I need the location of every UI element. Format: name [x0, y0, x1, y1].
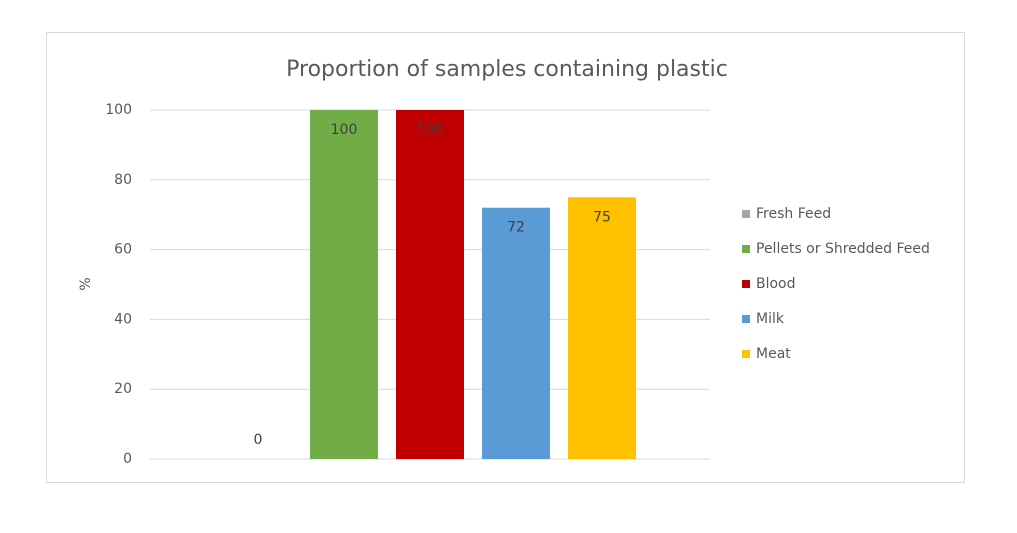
y-tick-label: 40 — [114, 311, 132, 327]
y-tick-label: 80 — [114, 172, 132, 188]
legend-label: Blood — [756, 276, 796, 292]
legend-swatch — [742, 315, 750, 323]
y-tick-label: 0 — [123, 451, 132, 467]
bar — [396, 110, 464, 459]
bar — [568, 197, 636, 459]
legend-label: Pellets or Shredded Feed — [756, 241, 930, 257]
chart-title: Proportion of samples containing plastic — [286, 57, 728, 82]
y-tick-label: 100 — [105, 102, 132, 118]
legend-swatch — [742, 245, 750, 253]
legend-label: Fresh Feed — [756, 206, 831, 222]
legend-label: Milk — [756, 311, 785, 327]
bar — [482, 207, 550, 459]
y-tick-label: 20 — [114, 381, 132, 397]
y-tick-label: 60 — [114, 242, 132, 258]
bar — [310, 110, 378, 459]
data-label: 0 — [254, 432, 263, 448]
legend-label: Meat — [756, 346, 791, 362]
legend-swatch — [742, 280, 750, 288]
data-label: 100 — [331, 122, 358, 138]
data-label: 100 — [417, 122, 444, 138]
legend-swatch — [742, 210, 750, 218]
legend-swatch — [742, 350, 750, 358]
y-axis-label: % — [78, 277, 94, 290]
data-label: 72 — [507, 220, 525, 236]
data-label: 75 — [593, 209, 611, 225]
